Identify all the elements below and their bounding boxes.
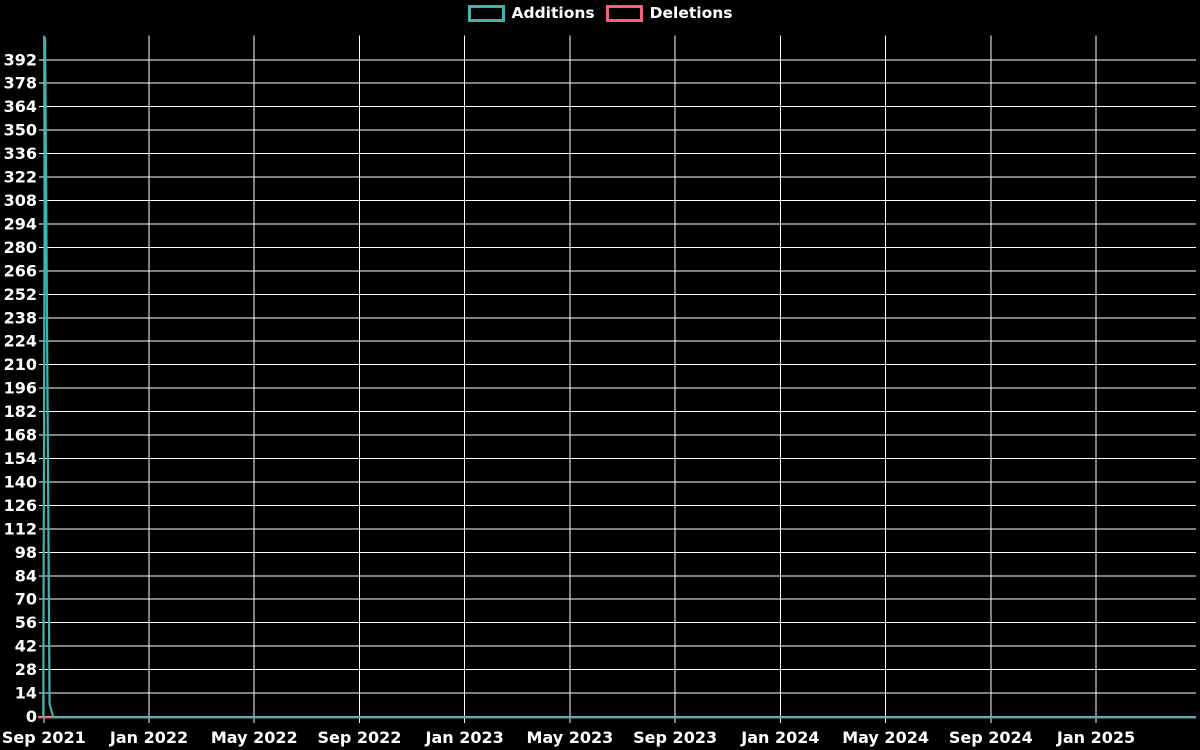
y-tick-label: 322 (4, 168, 37, 187)
y-tick-label: 98 (15, 543, 37, 562)
x-tick-label: Sep 2023 (633, 728, 717, 747)
additions-legend-swatch-icon (467, 5, 505, 22)
additions-legend-label: Additions (511, 3, 595, 22)
y-tick-label: 350 (4, 121, 37, 140)
y-tick-label: 84 (15, 566, 37, 585)
deletions-legend-swatch-icon (605, 5, 643, 22)
y-tick-label: 336 (4, 144, 37, 163)
additions-line (42, 37, 1196, 719)
x-tick-label: Jan 2022 (109, 728, 188, 747)
y-tick-label: 280 (4, 238, 37, 257)
x-tick-label: Jan 2024 (740, 728, 819, 747)
y-tick-label: 28 (15, 660, 37, 679)
y-tick-label: 182 (4, 402, 37, 421)
deletions-legend-label: Deletions (649, 3, 733, 22)
x-tick-label: Jan 2023 (425, 728, 504, 747)
y-tick-label: 0 (26, 707, 37, 726)
legend-item-additions[interactable]: Additions (467, 3, 595, 22)
y-tick-label: 378 (4, 74, 37, 93)
y-tick-label: 308 (4, 191, 37, 210)
x-tick-label: May 2023 (527, 728, 614, 747)
y-tick-label: 266 (4, 261, 37, 280)
x-tick-label: May 2024 (842, 728, 929, 747)
y-tick-label: 154 (4, 449, 37, 468)
y-tick-label: 364 (4, 97, 37, 116)
y-tick-label: 294 (4, 214, 37, 233)
y-tick-label: 140 (4, 472, 37, 491)
y-tick-label: 126 (4, 496, 37, 515)
y-tick-label: 238 (4, 308, 37, 327)
y-tick-label: 112 (4, 519, 37, 538)
x-tick-label: Sep 2022 (317, 728, 401, 747)
legend-item-deletions[interactable]: Deletions (605, 3, 733, 22)
y-tick-label: 14 (15, 684, 37, 703)
y-tick-label: 196 (4, 379, 37, 398)
y-tick-label: 210 (4, 355, 37, 374)
y-tick-label: 224 (4, 332, 37, 351)
y-tick-label: 56 (15, 613, 37, 632)
chart-legend: Additions Deletions (0, 5, 1200, 22)
x-tick-label: Sep 2021 (2, 728, 86, 747)
x-tick-label: May 2022 (211, 728, 298, 747)
y-tick-label: 168 (4, 426, 37, 445)
y-tick-label: 42 (15, 637, 37, 656)
x-tick-label: Sep 2024 (949, 728, 1033, 747)
y-tick-label: 252 (4, 285, 37, 304)
x-tick-label: Jan 2025 (1056, 728, 1135, 747)
y-tick-label: 70 (15, 590, 37, 609)
y-tick-label: 392 (4, 50, 37, 69)
